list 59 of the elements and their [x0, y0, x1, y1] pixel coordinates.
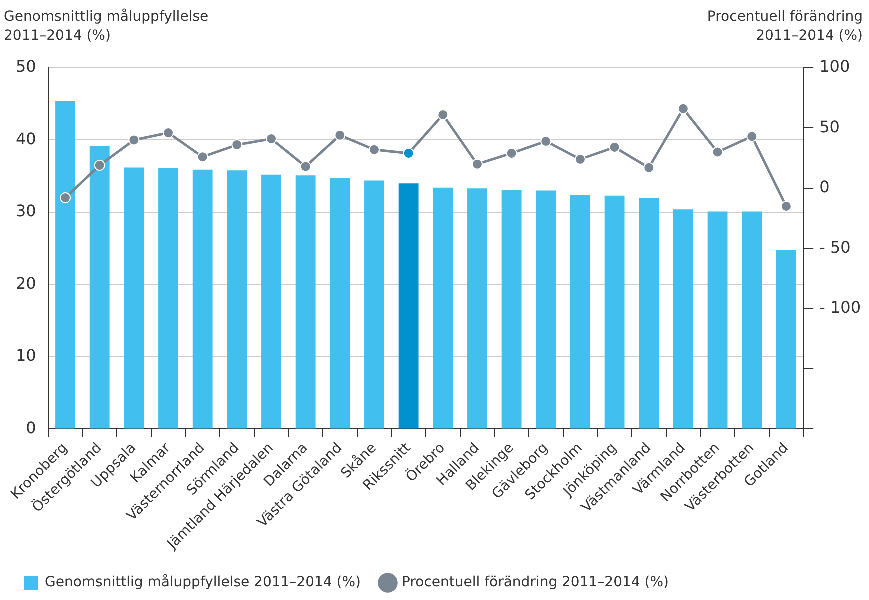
legend-label: Genomsnittlig måluppfyllelse 2011–2014 (%) [45, 574, 361, 591]
point [368, 144, 380, 156]
point [746, 131, 758, 142]
y-axis-title: Genomsnittlig måluppfyllelse 2011–2014 (%) [4, 8, 209, 46]
point [438, 109, 449, 120]
point [128, 134, 140, 146]
point [574, 154, 586, 166]
point [232, 140, 243, 151]
bar [776, 250, 796, 429]
point [60, 192, 72, 204]
bar [708, 212, 728, 429]
point [266, 134, 277, 145]
y2-tick-label: - 100 [820, 298, 862, 317]
y2-tick-label: 100 [820, 57, 850, 76]
point [506, 148, 518, 159]
y-tick-label: 10 [16, 346, 36, 366]
bar [433, 188, 454, 429]
point [472, 158, 483, 170]
bar [56, 101, 76, 429]
point [300, 161, 312, 172]
legend-label: Procentuell förändring 2011–2014 (%) [402, 574, 669, 591]
y2-axis-title: Procentuell förändring 2011–2014 (%) [707, 8, 863, 46]
y2-tick-label: 50 [820, 117, 840, 136]
bar [192, 170, 213, 429]
point [197, 152, 208, 163]
bar [262, 174, 282, 429]
point [780, 200, 792, 212]
point [403, 148, 414, 159]
point [609, 142, 620, 153]
point [712, 146, 724, 158]
y-tick-label: 20 [16, 274, 36, 293]
bar [124, 168, 144, 429]
bar [90, 146, 110, 429]
y2-tick-label: - 50 [820, 238, 851, 257]
point [94, 160, 106, 172]
bar [296, 176, 316, 429]
point [334, 130, 346, 141]
point [644, 162, 655, 174]
point [163, 128, 174, 139]
bar [502, 190, 522, 429]
bar [604, 196, 625, 429]
bar [536, 190, 556, 429]
bar [364, 180, 384, 429]
bar [570, 195, 590, 429]
bar [673, 210, 694, 429]
bar [639, 198, 660, 429]
point [678, 103, 689, 114]
y-tick-label: 50 [16, 57, 36, 76]
bar [742, 212, 762, 429]
bar [468, 188, 488, 429]
bar [158, 168, 178, 429]
bar [227, 170, 248, 429]
y-tick-label: 0 [26, 418, 36, 438]
y-tick-label: 30 [16, 202, 36, 221]
y-tick-label: 40 [16, 129, 36, 148]
point [540, 136, 552, 147]
y2-tick-label: 0 [820, 178, 830, 197]
bar [398, 184, 419, 429]
bar [330, 178, 350, 429]
